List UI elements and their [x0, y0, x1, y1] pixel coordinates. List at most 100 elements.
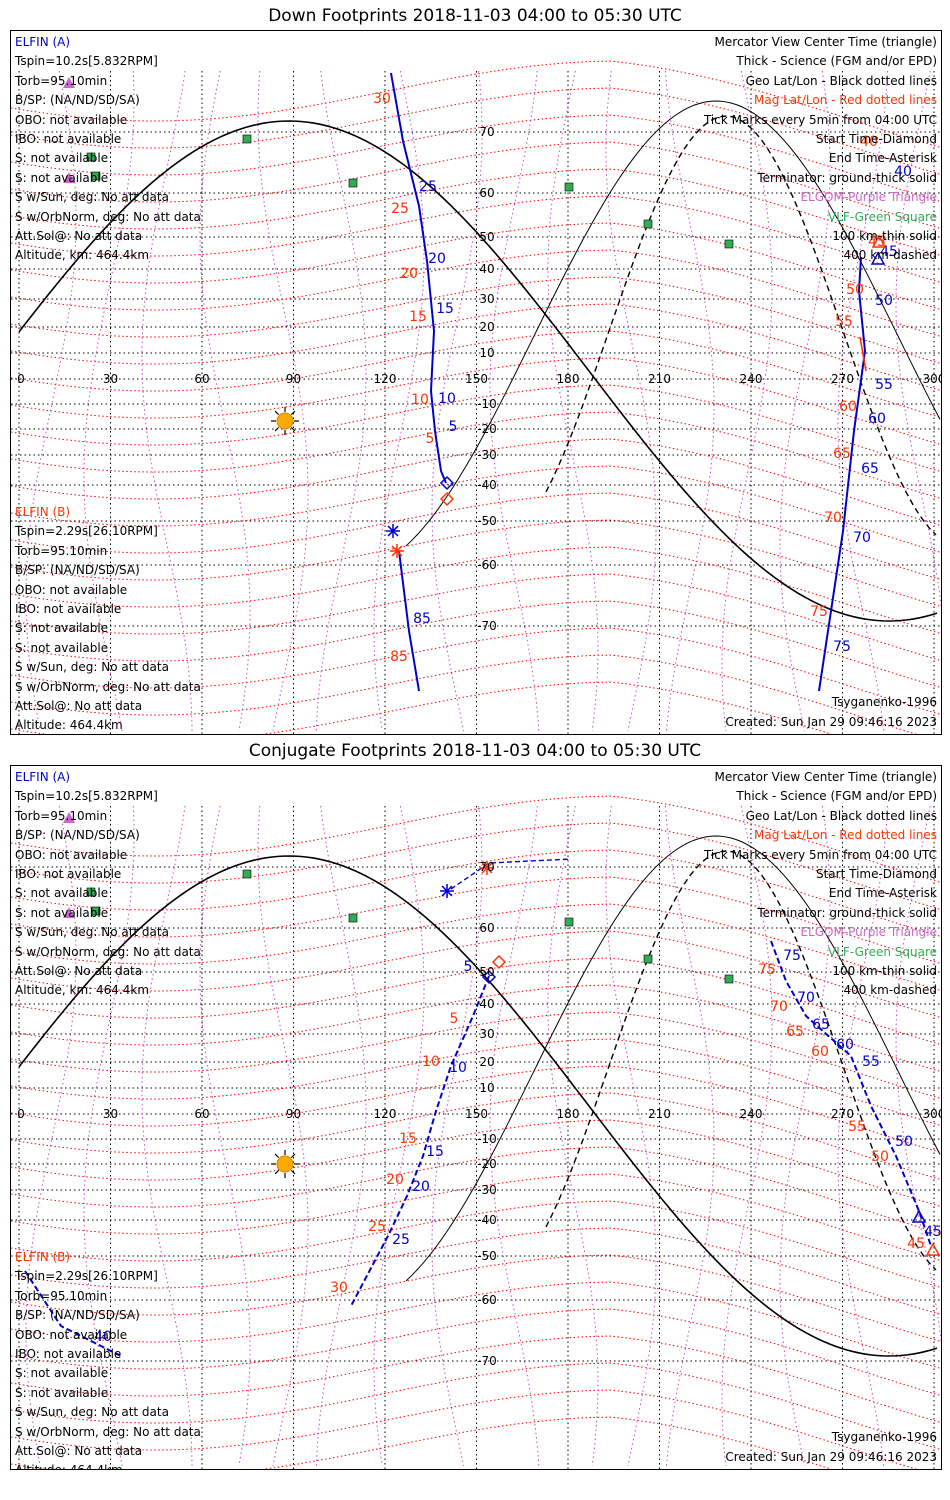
elfin-a-sun: S w/Sun, deg: No att data: [15, 925, 169, 940]
lat-tick-label: -30: [477, 1183, 497, 1197]
elfin-b-center-triangle: [925, 1242, 941, 1256]
elfin-a-tick-label: 20: [412, 1179, 430, 1195]
sun-ray: [274, 1169, 280, 1175]
elfin-a-tick-label: 45: [924, 1224, 941, 1240]
mag-meridian: [721, 70, 773, 732]
lon-tick-label: 210: [648, 1107, 671, 1121]
mag-meridian: [837, 805, 889, 1467]
lat-tick-label: 10: [479, 346, 494, 360]
elfin-b-tick-label: 15: [399, 1131, 417, 1147]
legend-center-time: Mercator View Center Time (triangle): [714, 770, 937, 784]
mag-parallel: [11, 903, 941, 992]
elfin-a-end-asterisk: [440, 884, 454, 898]
mag-parallel: [11, 1416, 833, 1469]
mag-parallel: [11, 330, 941, 419]
elfin-b-label: ELFIN (B): [15, 505, 71, 519]
mag-meridian: [25, 70, 77, 732]
elfin-b-torb: Torb=95.10min: [15, 543, 108, 558]
elfin-a-info: ELFIN (A) Tspin=10.2s[5.832RPM] Torb=95.…: [15, 33, 201, 266]
elfin-b-attsol: Att.Sol@: No att data: [15, 699, 143, 714]
mag-parallel: [11, 1146, 941, 1235]
lon-tick-label: 270: [831, 372, 854, 386]
legend-tick-marks: Tick Marks every 5min from 04:00 UTC: [703, 847, 937, 862]
elfin-b-torb: Torb=95.10min: [15, 1288, 108, 1303]
elfin-a-tick-label: 60: [836, 1037, 854, 1053]
vlf-square: [86, 887, 96, 897]
elfin-a-conj-track: [350, 975, 490, 1307]
elfin-b-tick-label: 85: [390, 649, 408, 665]
mag-parallel: [11, 87, 941, 176]
mag-parallel: [11, 627, 941, 716]
elfin-a-label: ELFIN (A): [15, 770, 71, 784]
lon-tick-label: 180: [557, 1107, 580, 1121]
mag-meridian: [605, 805, 657, 1467]
elfin-a-tick-label: 25: [392, 1232, 410, 1248]
elfin-b-tick-label: 20: [400, 266, 418, 282]
lon-tick-label: 60: [194, 1107, 209, 1121]
elfin-a-center-triangle: [911, 1209, 927, 1223]
elfin-a-torb: Torb=95.10min: [15, 808, 108, 823]
legend-100km: 100 km-thin solid: [832, 964, 937, 979]
elfin-a-altitude: Altitude, km: 464.4km: [15, 248, 150, 263]
created-label: Created: Sun Jan 29 09:46:16 2023: [725, 1449, 937, 1464]
elfin-a-tick-label: 75: [833, 639, 851, 655]
elfin-b-obo: OBO: not available: [15, 582, 128, 597]
lon-tick-label: 30: [103, 1107, 118, 1121]
lat-tick-label: 30: [479, 1027, 494, 1041]
elfin-b-tick-label: 5: [426, 431, 435, 447]
elfin-a-tick-label: 25: [419, 179, 437, 195]
elgom-triangle: [63, 77, 75, 88]
mag-meridian: [837, 70, 889, 732]
elfin-a-tick-label: 85: [413, 611, 431, 627]
elfin-b-orbnorm: S w/OrbNorm, deg: No att data: [15, 1424, 201, 1439]
mag-parallel: [11, 1119, 941, 1208]
elfin-b-info: ELFIN (B) Tspin=2.29s[26.10RPM] Torb=95.…: [15, 1248, 201, 1469]
legend-science: Thick - Science (FGM and/or EPD): [736, 54, 937, 69]
legend-start-time: Start Time-Diamond: [815, 867, 937, 882]
elfin-a-tick-label: 10: [449, 1060, 467, 1076]
elfin-b-s1: S: not available: [15, 1366, 109, 1381]
legend-vlf: VLF-Green Square: [828, 944, 937, 959]
elfin-b-ibo: IBO: not available: [15, 602, 122, 617]
elfin-b-tick-label: 10: [411, 392, 429, 408]
mag-meridian: [664, 805, 715, 1467]
mag-meridian: [141, 805, 193, 1467]
elfin-a-tick-label: 70: [853, 530, 871, 546]
elfin-b-tick-label: 65: [786, 1024, 804, 1040]
elfin-a-tick-label: 75: [783, 948, 801, 964]
mag-parallel: [11, 1335, 941, 1424]
lat-tick-label: -40: [477, 1213, 497, 1227]
legend-end-time: End Time-Asterisk: [828, 886, 937, 901]
vlf-square: [91, 906, 101, 916]
elfin-b-tick-label: 30: [330, 1280, 348, 1296]
mag-meridian: [547, 70, 599, 732]
lat-tick-label: -70: [477, 619, 497, 633]
model-label: Tsyganenko-1996: [831, 1430, 937, 1445]
conjugate-footprints-panel: 5 10 15 20 25 40 45 50 55 60 65 70 75 5 10 15 20 25 30 45 50…: [10, 765, 942, 1470]
vlf-square: [242, 134, 252, 144]
elfin-b-tick-label: 75: [758, 962, 776, 978]
mag-parallel: [11, 1308, 941, 1397]
mag-parallel: [11, 60, 941, 149]
mag-meridian: [373, 805, 425, 1467]
legend-400km: 400 km-dashed: [843, 248, 937, 263]
lon-tick-label: 300: [923, 372, 941, 386]
lon-tick-label: 120: [374, 1107, 397, 1121]
elfin-a-center-triangle: [870, 251, 886, 265]
elfin-a-s2: S: not available: [15, 170, 109, 185]
terminator-100km: [405, 835, 941, 1282]
elfin-a-tspin: Tspin=10.2s[5.832RPM]: [15, 789, 158, 804]
elfin-b-track: [859, 336, 867, 372]
elfin-a-track-3: [398, 550, 420, 692]
lat-tick-label: 30: [479, 292, 494, 306]
lon-tick-label: 90: [286, 372, 301, 386]
mag-meridian: [431, 805, 483, 1467]
elfin-b-tick-label: 70: [770, 999, 788, 1015]
elfin-a-conj-track-2: [770, 940, 932, 1247]
elfin-a-tick-label: 55: [862, 1054, 880, 1070]
elfin-a-ibo: IBO: not available: [15, 867, 122, 882]
mag-parallel: [11, 654, 918, 734]
elfin-a-info: ELFIN (A) Tspin=10.2s[5.832RPM] Torb=95.…: [15, 768, 201, 1001]
elfin-b-altitude: Altitude: 464.4km: [15, 1461, 201, 1469]
sun-ray: [290, 1153, 296, 1159]
